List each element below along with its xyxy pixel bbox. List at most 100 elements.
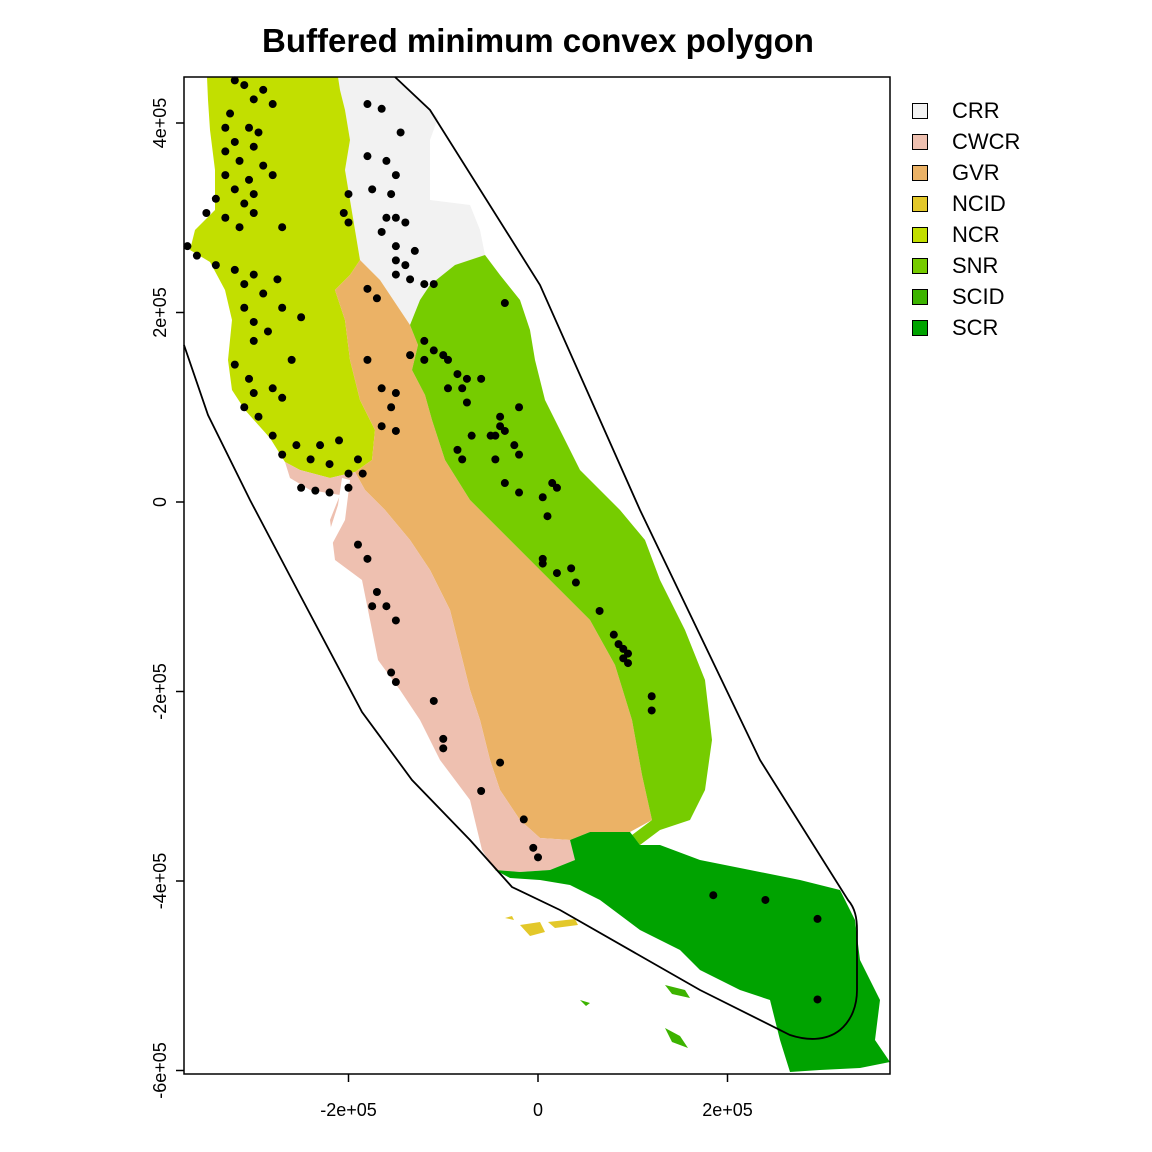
- occurrence-point: [344, 218, 353, 227]
- occurrence-point: [567, 564, 576, 573]
- region-crr: [338, 77, 485, 325]
- buffered-mcp-outline: [183, 76, 858, 1040]
- occurrence-point: [211, 261, 220, 270]
- occurrence-point: [372, 294, 381, 303]
- occurrence-point: [344, 190, 353, 199]
- plot-frame: [183, 76, 891, 1075]
- occurrence-point: [235, 156, 244, 165]
- occurrence-point: [344, 469, 353, 478]
- legend-item: NCR: [912, 219, 1020, 250]
- occurrence-point: [477, 786, 486, 795]
- legend-item: CRR: [912, 95, 1020, 126]
- occurrence-point: [249, 190, 258, 199]
- occurrence-point: [453, 445, 462, 454]
- occurrence-point: [491, 455, 500, 464]
- y-tick-label: 4e+05: [150, 98, 170, 149]
- occurrence-point: [368, 185, 377, 194]
- occurrence-point: [500, 426, 509, 435]
- legend-label: CWCR: [952, 128, 1021, 154]
- y-tick-label: 2e+05: [150, 287, 170, 338]
- occurrence-point: [363, 554, 372, 563]
- legend-item: CWCR: [912, 126, 1020, 157]
- occurrence-point: [496, 758, 505, 767]
- occurrence-point: [491, 431, 500, 440]
- occurrence-point: [624, 659, 633, 668]
- occurrence-point: [538, 493, 547, 502]
- legend-swatch: [912, 319, 928, 336]
- x-axis: -2e+05 0 2e+05: [320, 1074, 753, 1120]
- occurrence-point: [339, 209, 348, 218]
- occurrence-point: [240, 303, 249, 312]
- occurrence-point: [245, 123, 254, 132]
- occurrence-point: [249, 142, 258, 151]
- occurrence-point: [420, 280, 429, 289]
- occurrence-point: [462, 398, 471, 407]
- occurrence-point: [813, 995, 822, 1004]
- y-axis: 4e+05 2e+05 0 -2e+05 -4e+05 -6e+05: [150, 98, 184, 1099]
- occurrence-point: [391, 256, 400, 265]
- occurrence-point: [420, 336, 429, 345]
- occurrence-point: [344, 483, 353, 492]
- region-gvr: [335, 260, 652, 840]
- occurrence-point: [391, 213, 400, 222]
- occurrence-point: [245, 374, 254, 383]
- occurrence-point: [254, 128, 263, 137]
- occurrence-point: [420, 355, 429, 364]
- legend: CRR CWCR GVR NCID NCR SNR SCID SCR: [912, 95, 1020, 343]
- legend-label: NCR: [952, 221, 1000, 247]
- occurrence-point: [458, 384, 467, 393]
- occurrence-point: [439, 744, 448, 753]
- points-layer: [183, 76, 822, 1004]
- occurrence-point: [325, 460, 334, 469]
- legend-item: NCID: [912, 188, 1020, 219]
- occurrence-point: [311, 486, 320, 495]
- occurrence-point: [401, 261, 410, 270]
- occurrence-point: [183, 242, 192, 251]
- occurrence-point: [462, 374, 471, 383]
- occurrence-point: [306, 455, 315, 464]
- occurrence-point: [363, 284, 372, 293]
- x-tick-label: 2e+05: [702, 1100, 753, 1120]
- occurrence-point: [287, 355, 296, 364]
- occurrence-point: [249, 336, 258, 345]
- occurrence-point: [230, 76, 239, 85]
- occurrence-point: [391, 242, 400, 251]
- occurrence-point: [202, 209, 211, 218]
- occurrence-point: [297, 483, 306, 492]
- occurrence-point: [813, 914, 822, 923]
- occurrence-point: [249, 209, 258, 218]
- occurrence-point: [387, 403, 396, 412]
- occurrence-point: [221, 123, 230, 132]
- occurrence-point: [595, 606, 604, 615]
- occurrence-point: [458, 455, 467, 464]
- region-snr: [410, 255, 712, 845]
- occurrence-point: [363, 355, 372, 364]
- occurrence-point: [552, 483, 561, 492]
- occurrence-point: [353, 455, 362, 464]
- occurrence-point: [240, 280, 249, 289]
- occurrence-point: [230, 137, 239, 146]
- occurrence-point: [571, 578, 580, 587]
- occurrence-point: [534, 853, 542, 862]
- region-scr: [495, 832, 890, 1072]
- occurrence-point: [515, 450, 524, 459]
- occurrence-point: [240, 81, 249, 90]
- region-ncid: [505, 916, 578, 936]
- occurrence-point: [325, 488, 334, 497]
- occurrence-point: [230, 360, 239, 369]
- legend-swatch: [912, 288, 928, 305]
- occurrence-point: [443, 355, 452, 364]
- occurrence-point: [387, 668, 396, 677]
- legend-swatch: [912, 133, 928, 150]
- occurrence-point: [249, 317, 258, 326]
- legend-label: NCID: [952, 190, 1006, 216]
- legend-swatch: [912, 164, 928, 181]
- y-tick-label: 0: [150, 497, 170, 507]
- occurrence-point: [268, 171, 277, 180]
- region-layer: [190, 77, 890, 1072]
- occurrence-point: [515, 488, 524, 497]
- occurrence-point: [249, 270, 258, 279]
- occurrence-point: [382, 602, 391, 611]
- occurrence-point: [609, 630, 618, 639]
- occurrence-point: [647, 692, 656, 701]
